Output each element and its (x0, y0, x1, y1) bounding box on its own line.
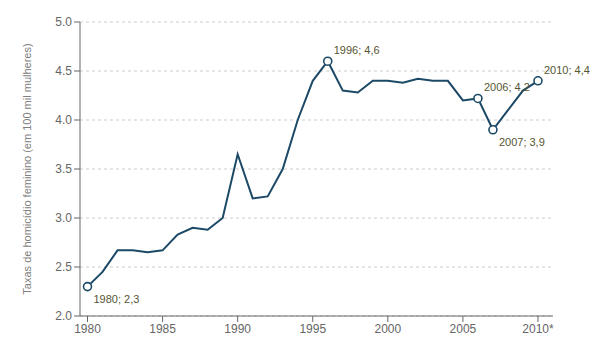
svg-text:1995: 1995 (299, 322, 326, 336)
svg-text:1996; 4,6: 1996; 4,6 (334, 44, 380, 56)
svg-text:2000: 2000 (374, 322, 401, 336)
svg-text:2.0: 2.0 (55, 309, 72, 323)
svg-text:1985: 1985 (149, 322, 176, 336)
svg-text:3.0: 3.0 (55, 211, 72, 225)
svg-text:2006; 4,2: 2006; 4,2 (484, 81, 530, 93)
svg-text:2010; 4,4: 2010; 4,4 (544, 64, 590, 76)
svg-text:1980: 1980 (74, 322, 101, 336)
svg-text:2010*: 2010* (522, 322, 554, 336)
svg-text:Taxas de homicídio feminino (e: Taxas de homicídio feminino (em 100 mil … (21, 43, 33, 294)
svg-text:4.5: 4.5 (55, 64, 72, 78)
svg-text:1980; 2,3: 1980; 2,3 (94, 293, 140, 305)
svg-text:2007; 3,9: 2007; 3,9 (499, 136, 545, 148)
svg-text:4.0: 4.0 (55, 113, 72, 127)
svg-text:1990: 1990 (224, 322, 251, 336)
svg-text:2.5: 2.5 (55, 260, 72, 274)
svg-text:3.5: 3.5 (55, 162, 72, 176)
svg-text:5.0: 5.0 (55, 15, 72, 29)
svg-text:2005: 2005 (450, 322, 477, 336)
